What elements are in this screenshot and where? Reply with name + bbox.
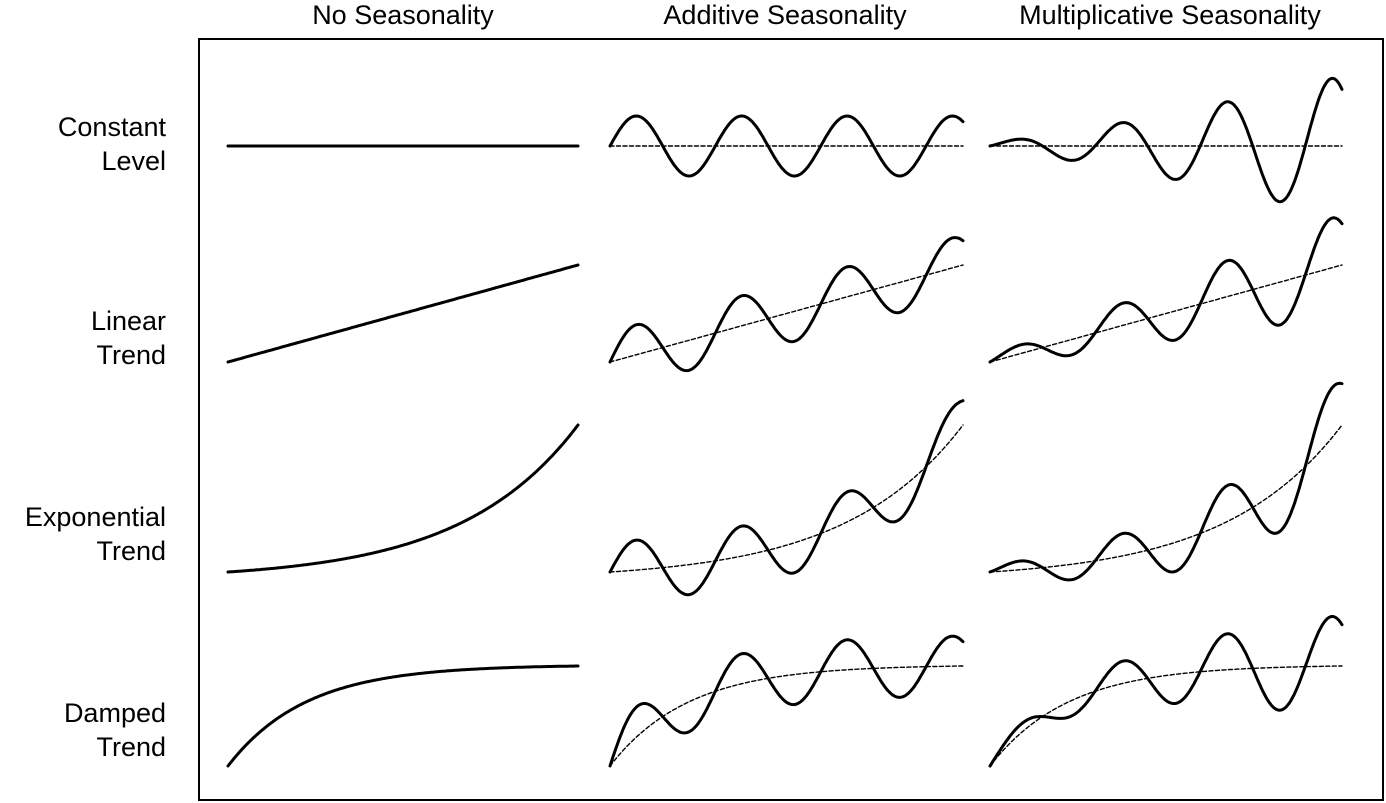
row-label-line1: Constant: [57, 112, 166, 142]
curve-damped-multiplicative: [988, 615, 1344, 768]
row-label-line2: Trend: [96, 732, 166, 762]
row-label-line1: Exponential: [24, 502, 166, 532]
curve-exponential-multiplicative: [988, 381, 1344, 582]
curve-damped-none: [226, 664, 580, 768]
trend-dotted-line-exponential-additive: [609, 424, 964, 573]
curve-exponential-none: [226, 423, 580, 574]
curve-linear-multiplicative: [988, 216, 1344, 364]
curve-linear-additive: [608, 236, 965, 373]
trend-dotted-line-damped-additive: [609, 665, 964, 767]
header-multiplicative-seasonality: Multiplicative Seasonality: [1019, 0, 1321, 30]
curve-damped-additive: [608, 634, 965, 768]
trend-dotted-line-linear-additive: [609, 264, 964, 363]
curve-constant-multiplicative: [988, 76, 1344, 204]
row-label-linear-trend: Linear Trend: [0, 304, 166, 372]
curve-linear-none: [226, 263, 580, 364]
header-no-seasonality: No Seasonality: [312, 0, 494, 30]
row-label-line2: Level: [101, 146, 166, 176]
diagram-frame: [198, 38, 1384, 801]
curve-exponential-additive: [608, 399, 965, 597]
header-additive-seasonality: Additive Seasonality: [663, 0, 907, 30]
row-label-line2: Trend: [96, 340, 166, 370]
trend-dotted-line-linear-multiplicative: [989, 264, 1343, 363]
row-label-line2: Trend: [96, 536, 166, 566]
row-label-line1: Damped: [63, 698, 166, 728]
row-label-damped-trend: Damped Trend: [0, 696, 166, 764]
row-label-line1: Linear: [90, 306, 166, 336]
curve-constant-additive: [608, 114, 965, 178]
trend-dotted-line-exponential-multiplicative: [989, 424, 1343, 573]
row-label-constant-level: Constant Level: [0, 110, 166, 178]
trend-dotted-line-damped-multiplicative: [989, 665, 1343, 767]
row-label-exponential-trend: Exponential Trend: [0, 500, 166, 568]
